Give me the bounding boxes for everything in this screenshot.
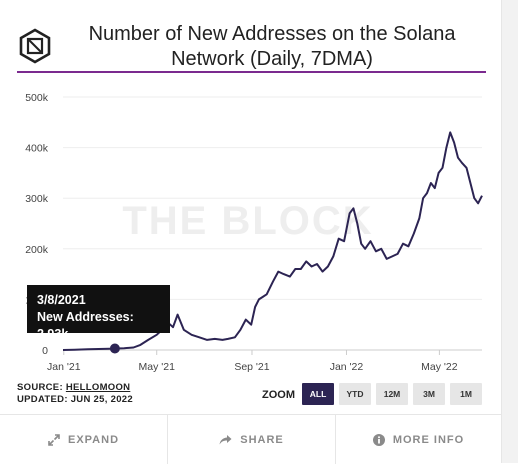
- highlight-point: [109, 343, 120, 354]
- y-tick-label: 200k: [25, 244, 49, 256]
- share-label: SHARE: [240, 433, 284, 446]
- share-button[interactable]: SHARE: [168, 415, 335, 464]
- expand-button[interactable]: EXPAND: [0, 415, 167, 464]
- chart-title: Number of New Addresses on the Solana Ne…: [88, 23, 456, 70]
- chart-tooltip: 3/8/2021 New Addresses: 2.93k: [27, 285, 170, 341]
- more-info-button[interactable]: MORE INFO: [336, 415, 501, 464]
- side-panel: [501, 0, 518, 463]
- x-tick-label: May '22: [421, 361, 458, 372]
- tooltip-value: New Addresses: 2.93k: [37, 310, 134, 341]
- y-tick-label: 400k: [25, 143, 49, 155]
- y-tick-label: 300k: [25, 193, 49, 205]
- source-info: SOURCE: HELLOMOON UPDATED: JUN 25, 2022: [17, 382, 133, 406]
- zoom-all-button[interactable]: ALL: [302, 383, 334, 405]
- y-tick-label: 0: [42, 345, 48, 357]
- zoom-3m-button[interactable]: 3M: [413, 383, 445, 405]
- share-icon: [219, 434, 232, 444]
- title-divider: [17, 71, 486, 73]
- tooltip-date: 3/8/2021: [37, 293, 86, 307]
- updated-date: UPDATED: JUN 25, 2022: [17, 394, 133, 405]
- line-chart: THE BLOCK 0100k200k300k400k500k Jan '21M…: [25, 92, 483, 372]
- more-info-label: MORE INFO: [392, 433, 465, 446]
- source-link[interactable]: HELLOMOON: [65, 382, 131, 393]
- x-tick-label: Sep '21: [234, 361, 269, 372]
- zoom-12m-button[interactable]: 12M: [376, 383, 408, 405]
- expand-icon: [48, 433, 60, 446]
- footer-divider: [167, 415, 168, 464]
- x-tick-label: Jan '22: [330, 361, 364, 372]
- y-tick-label: 500k: [25, 92, 49, 104]
- x-tick-label: May '21: [138, 361, 175, 372]
- expand-label: EXPAND: [67, 433, 120, 446]
- the-block-logo-icon: [19, 28, 51, 64]
- watermark: THE BLOCK: [122, 199, 373, 243]
- zoom-1m-button[interactable]: 1M: [450, 383, 482, 405]
- zoom-label: ZOOM: [262, 389, 295, 401]
- source-label: SOURCE:: [17, 382, 63, 393]
- x-tick-label: Jan '21: [47, 361, 81, 372]
- zoom-ytd-button[interactable]: YTD: [339, 383, 371, 405]
- chart-footer: EXPAND SHARE MORE INFO: [0, 414, 501, 464]
- footer-divider: [335, 415, 336, 464]
- info-icon: [372, 433, 385, 446]
